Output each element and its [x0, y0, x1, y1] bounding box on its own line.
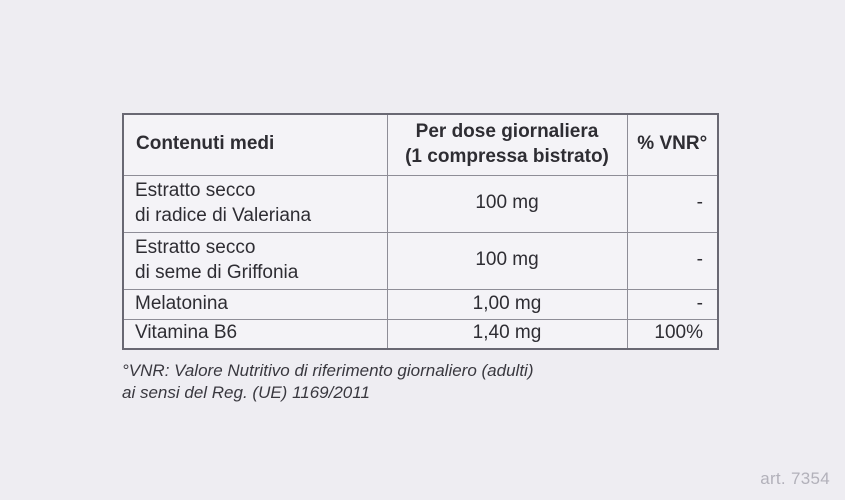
ingredient-dose: 100 mg — [386, 174, 628, 233]
ingredient-name: Vitamina B6 — [122, 318, 388, 350]
ingredient-vnr: - — [626, 288, 719, 320]
vnr-footnote: °VNR: Valore Nutritivo di riferimento gi… — [122, 361, 534, 403]
ingredient-name: Estratto secco di seme di Griffonia — [122, 231, 388, 290]
ingredient-dose: 100 mg — [386, 231, 628, 290]
ingredient-dose: 1,00 mg — [386, 288, 628, 320]
table-header-row: Contenuti medi Per dose giornaliera (1 c… — [122, 113, 719, 176]
ingredient-name: Melatonina — [122, 288, 388, 320]
ingredient-vnr: 100% — [626, 318, 719, 350]
ingredient-vnr: - — [626, 231, 719, 290]
ingredient-vnr: - — [626, 174, 719, 233]
nutrition-table: Contenuti medi Per dose giornaliera (1 c… — [122, 113, 719, 350]
header-vnr: % VNR° — [626, 113, 719, 176]
header-contents: Contenuti medi — [122, 113, 388, 176]
header-per-dose: Per dose giornaliera (1 compressa bistra… — [386, 113, 628, 176]
table-row: Estratto secco di seme di Griffonia 100 … — [122, 231, 719, 290]
article-number: art. 7354 — [760, 469, 830, 488]
table-row: Vitamina B6 1,40 mg 100% — [122, 318, 719, 350]
ingredient-dose: 1,40 mg — [386, 318, 628, 350]
ingredient-name: Estratto secco di radice di Valeriana — [122, 174, 388, 233]
table-row: Melatonina 1,00 mg - — [122, 288, 719, 320]
nutrition-table-wrap: Contenuti medi Per dose giornaliera (1 c… — [122, 113, 719, 350]
table-row: Estratto secco di radice di Valeriana 10… — [122, 174, 719, 233]
